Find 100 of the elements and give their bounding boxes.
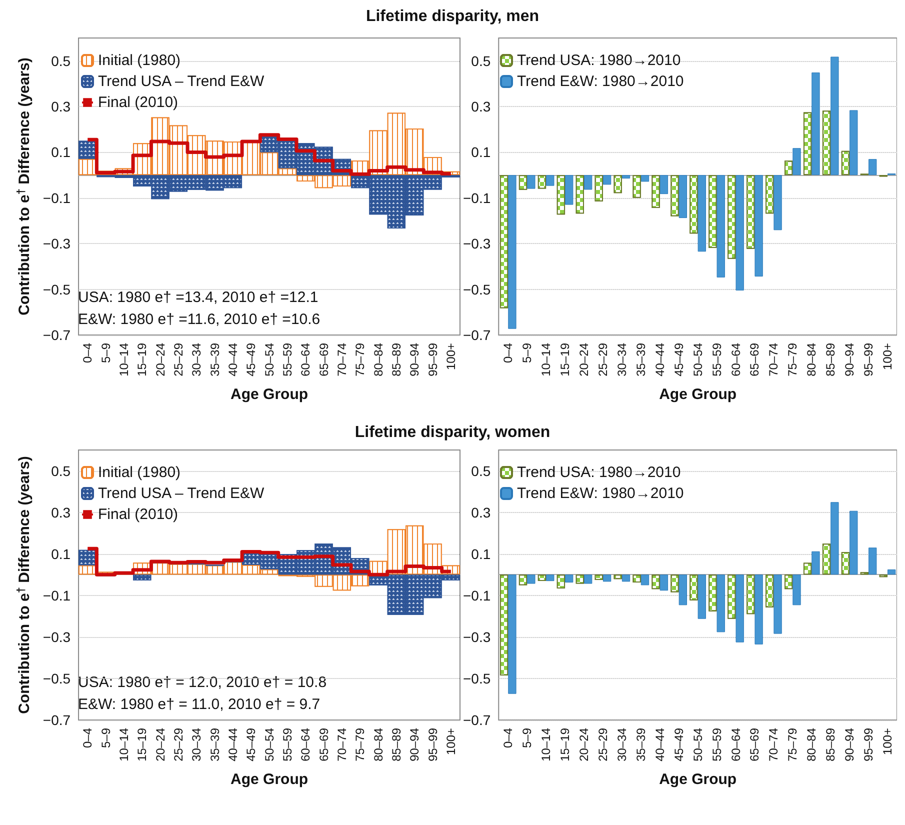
x-tick-label: 65–69 [316, 342, 331, 376]
y-tick-label: −0.1 [462, 587, 491, 604]
x-tick-label: 90–94 [408, 342, 422, 376]
legend-label: Trend USA: 1980→2010 [517, 52, 681, 69]
x-tick-label: 80–84 [371, 342, 386, 376]
x-tick-label: 65–69 [316, 728, 331, 762]
x-tick-label: 95–99 [426, 342, 440, 376]
x-tick-label: 70–74 [334, 342, 349, 376]
x-tick-label: 55–59 [280, 728, 294, 762]
legend-label: Trend E&W: 1980→2010 [517, 485, 684, 502]
x-axis-title: Age Group [659, 771, 737, 788]
x-tick-label: 90–94 [842, 728, 857, 762]
y-tick-label: −0.5 [42, 281, 71, 298]
x-tick-label: 55–59 [280, 342, 294, 376]
y-tick-label: −0.7 [42, 327, 71, 343]
x-tick-label: 35–39 [634, 342, 648, 376]
y-tick-label: 0.3 [51, 504, 71, 520]
x-tick-label: 45–49 [672, 728, 686, 762]
legend-label: Final (2010) [98, 506, 178, 523]
x-tick-label: 20–24 [153, 342, 168, 376]
x-tick-label: 40–44 [226, 342, 240, 376]
y-tick-label: −0.3 [42, 628, 71, 645]
x-tick-label: 25–29 [171, 728, 186, 762]
y-tick-label: −0.5 [42, 670, 71, 686]
x-tick-label: 75–79 [786, 728, 800, 762]
legend-label: Initial (1980) [98, 52, 181, 69]
x-tick-label: 30–34 [614, 728, 629, 762]
x-tick-label: 75–79 [353, 728, 368, 762]
y-tick-label: 0.5 [51, 52, 71, 69]
x-tick-label: 0–4 [80, 728, 95, 748]
x-tick-label: 50–54 [262, 342, 276, 376]
y-tick-label: −0.3 [42, 236, 71, 252]
y-axis-title: Contribution to e† Difference (years) [16, 456, 33, 714]
x-tick-label: 5–9 [98, 728, 113, 748]
x-tick-label: 0–4 [501, 728, 516, 748]
x-tick-label: 10–14 [116, 728, 131, 762]
x-tick-label: 70–74 [766, 728, 781, 762]
y-tick-label: 0.5 [51, 462, 71, 479]
y-tick-label: −0.5 [462, 670, 491, 686]
x-tick-label: 5–9 [98, 342, 113, 364]
x-tick-label: 65–69 [748, 342, 762, 376]
x-tick-label: 15–19 [135, 728, 150, 762]
annotation: E&W: 1980 e† = 11.0, 2010 e† = 9.7 [78, 696, 320, 713]
x-tick-label: 10–14 [539, 728, 554, 762]
legend-label: Trend USA – Trend E&W [98, 485, 266, 502]
x-tick-label: 55–59 [710, 342, 724, 376]
y-tick-label: −0.1 [42, 587, 71, 604]
x-tick-label: 50–54 [690, 342, 705, 376]
chart-title: Lifetime disparity, men [364, 8, 540, 26]
x-tick-label: 25–29 [596, 342, 610, 376]
annotation: USA: 1980 e† = 12.0, 2010 e† = 10.8 [78, 674, 327, 691]
x-tick-label: 100+ [444, 343, 458, 370]
y-tick-label: −0.7 [462, 327, 491, 343]
y-tick-label: 0.3 [471, 98, 491, 115]
y-tick-label: 0.1 [471, 144, 491, 160]
x-tick-label: 5–9 [520, 728, 534, 748]
x-tick-label: 15–19 [558, 728, 572, 762]
y-tick-label: −0.7 [462, 712, 491, 728]
x-tick-label: 85–89 [824, 728, 838, 762]
x-tick-label: 40–44 [226, 728, 240, 762]
x-tick-label: 30–34 [190, 342, 204, 376]
x-tick-label: 80–84 [371, 728, 386, 762]
x-tick-label: 45–49 [672, 342, 686, 376]
x-tick-label: 60–64 [298, 342, 313, 376]
y-tick-label: 0.3 [51, 98, 71, 115]
y-tick-label: −0.5 [462, 281, 491, 298]
x-tick-label: 35–39 [208, 728, 222, 762]
x-tick-label: 75–79 [786, 342, 800, 376]
x-tick-label: 100+ [444, 728, 458, 756]
x-tick-label: 35–39 [208, 342, 222, 376]
x-tick-label: 40–44 [652, 728, 667, 762]
x-tick-label: 45–49 [244, 342, 258, 376]
y-tick-label: 0.1 [51, 546, 71, 562]
x-tick-label: 60–64 [298, 728, 313, 762]
x-tick-label: 70–74 [766, 342, 781, 376]
x-tick-label: 85–89 [389, 342, 404, 376]
y-tick-label: −0.7 [42, 712, 71, 728]
x-tick-label: 20–24 [577, 728, 591, 762]
x-axis-title: Age Group [659, 386, 737, 403]
x-tick-label: 100+ [880, 343, 895, 370]
x-axis-title: Age Group [230, 771, 308, 788]
x-tick-label: 15–19 [558, 342, 572, 376]
y-tick-label: 0.1 [471, 546, 491, 562]
x-tick-label: 60–64 [728, 728, 743, 762]
x-tick-label: 55–59 [710, 728, 724, 762]
legend-label: Trend USA – Trend E&W [98, 73, 266, 90]
x-tick-label: 5–9 [520, 342, 534, 364]
y-tick-label: 0.5 [471, 52, 491, 69]
y-tick-label: −0.3 [462, 628, 491, 645]
x-tick-label: 100+ [880, 728, 895, 756]
x-tick-label: 25–29 [171, 342, 186, 376]
x-tick-label: 45–49 [244, 728, 258, 762]
x-tick-label: 95–99 [426, 728, 440, 762]
x-tick-label: 20–24 [153, 728, 168, 762]
x-tick-label: 40–44 [652, 342, 667, 376]
x-tick-label: 50–54 [690, 728, 705, 762]
y-tick-label: 0.3 [471, 504, 491, 520]
x-tick-label: 60–64 [728, 342, 743, 376]
x-tick-label: 10–14 [116, 342, 131, 376]
legend-label: Final (2010) [98, 94, 178, 111]
